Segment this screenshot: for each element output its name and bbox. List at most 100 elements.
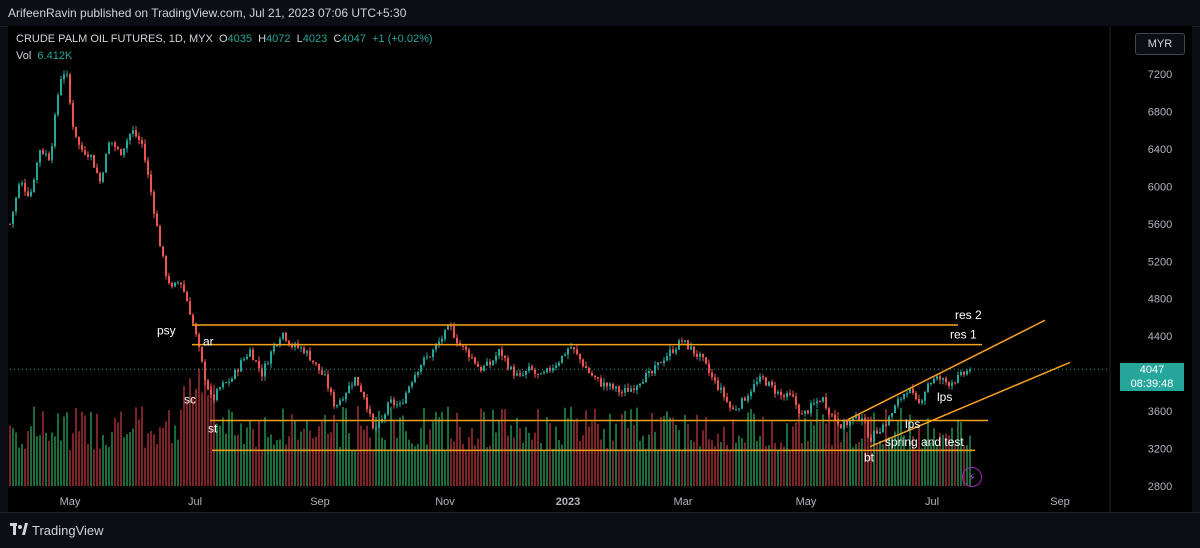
candle-body bbox=[798, 404, 800, 414]
candle-body bbox=[234, 369, 236, 379]
candle-body bbox=[387, 402, 389, 415]
volume-bar bbox=[579, 440, 581, 486]
candle-body bbox=[615, 386, 617, 389]
candle-body bbox=[762, 376, 764, 378]
candle-body bbox=[660, 362, 662, 364]
candle-body bbox=[219, 387, 221, 390]
candle-body bbox=[783, 395, 785, 398]
candle-body bbox=[915, 392, 917, 400]
volume-bar bbox=[669, 417, 671, 486]
candle-body bbox=[312, 360, 314, 363]
footer-brand: TradingView bbox=[32, 523, 104, 538]
chart-annotation: lps bbox=[905, 417, 920, 431]
volume-bar bbox=[213, 384, 215, 486]
candle-body bbox=[228, 381, 230, 383]
volume-bar bbox=[501, 409, 503, 486]
low-label: L bbox=[296, 33, 303, 45]
volume-bar bbox=[870, 416, 872, 486]
tradingview-logo-icon bbox=[10, 523, 28, 535]
candle-body bbox=[96, 167, 98, 173]
volume-bar bbox=[678, 430, 680, 486]
candle-body bbox=[801, 413, 803, 415]
open-label: O bbox=[218, 33, 228, 45]
volume-bar bbox=[627, 428, 629, 486]
volume-bar bbox=[456, 412, 458, 486]
volume-bar bbox=[873, 412, 875, 486]
flash-icon[interactable]: ⚡ bbox=[962, 467, 982, 487]
volume-bar bbox=[168, 410, 170, 486]
candle-body bbox=[924, 392, 926, 401]
candle-body bbox=[24, 183, 26, 192]
volume-bar bbox=[585, 410, 587, 486]
volume-bar bbox=[546, 416, 548, 486]
volume-bar bbox=[558, 439, 560, 486]
candle-body bbox=[360, 385, 362, 392]
y-tick-label: 2800 bbox=[1148, 481, 1172, 493]
volume-bar bbox=[645, 448, 647, 486]
volume-bar bbox=[117, 422, 119, 486]
volume-bar bbox=[279, 439, 281, 486]
volume-bar bbox=[963, 445, 965, 486]
candle-body bbox=[309, 350, 311, 361]
candle-body bbox=[315, 362, 317, 364]
candle-body bbox=[690, 346, 692, 350]
candle-body bbox=[936, 376, 938, 379]
volume-bar bbox=[192, 398, 194, 486]
candle-body bbox=[21, 183, 23, 185]
channel-line bbox=[869, 361, 1071, 448]
volume-bar bbox=[582, 435, 584, 486]
volume-bar bbox=[252, 429, 254, 486]
volume-bar bbox=[189, 378, 191, 486]
candle-body bbox=[627, 388, 629, 392]
volume-bar bbox=[393, 419, 395, 486]
candle-body bbox=[180, 282, 182, 285]
volume-bar bbox=[426, 444, 428, 486]
x-tick-label: Nov bbox=[435, 496, 455, 508]
volume-bar bbox=[939, 433, 941, 486]
candle-body bbox=[285, 332, 287, 341]
volume-bar bbox=[276, 439, 278, 486]
volume-bar bbox=[768, 445, 770, 486]
candle-body bbox=[858, 414, 860, 421]
volume-bar bbox=[747, 412, 749, 486]
volume-bar bbox=[600, 439, 602, 486]
volume-bar bbox=[216, 423, 218, 486]
volume-bar bbox=[9, 425, 11, 486]
candle-body bbox=[552, 368, 554, 371]
volume-bar bbox=[771, 421, 773, 486]
volume-bar bbox=[84, 415, 86, 486]
volume-bar bbox=[246, 427, 248, 486]
candle-body bbox=[525, 370, 527, 375]
candle-body bbox=[201, 346, 203, 362]
volume-bar bbox=[450, 438, 452, 486]
chart-annotation: ar bbox=[203, 335, 214, 349]
volume-bar bbox=[198, 368, 200, 486]
volume-value: 6.412K bbox=[37, 50, 73, 62]
candle-body bbox=[780, 391, 782, 396]
candle-body bbox=[345, 393, 347, 400]
candle-body bbox=[186, 292, 188, 302]
candle-body bbox=[120, 148, 122, 156]
candle-body bbox=[393, 399, 395, 405]
volume-bar bbox=[561, 444, 563, 486]
candle-body bbox=[183, 284, 185, 293]
candle-body bbox=[930, 383, 932, 385]
candle-body bbox=[855, 414, 857, 419]
candle-body bbox=[87, 154, 89, 157]
volume-bar bbox=[309, 430, 311, 486]
candle-body bbox=[828, 408, 830, 415]
candle-body bbox=[537, 373, 539, 375]
volume-bar bbox=[876, 443, 878, 486]
volume-bar bbox=[132, 428, 134, 486]
volume-bar bbox=[204, 378, 206, 486]
y-tick-label: 4400 bbox=[1148, 331, 1172, 343]
volume-bar bbox=[687, 424, 689, 486]
currency-button[interactable]: MYR bbox=[1135, 33, 1185, 55]
volume-bar bbox=[327, 433, 329, 486]
volume-bar bbox=[288, 436, 290, 486]
volume-bar bbox=[921, 448, 923, 486]
volume-bar bbox=[408, 439, 410, 486]
volume-bar bbox=[720, 442, 722, 486]
candle-body bbox=[303, 347, 305, 354]
